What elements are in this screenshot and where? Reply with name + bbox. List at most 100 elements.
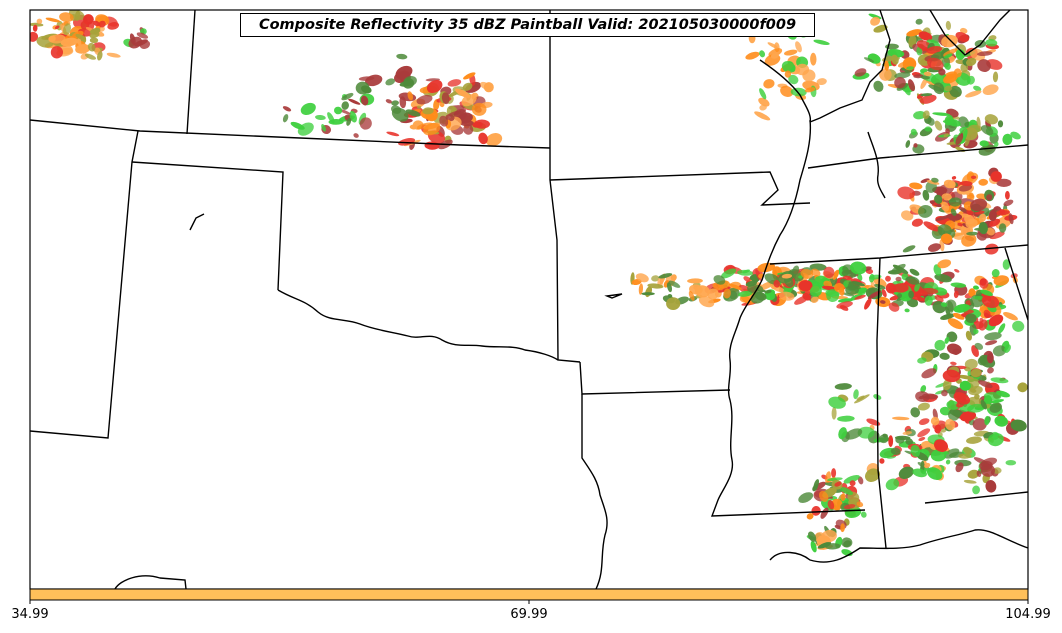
storm-cell	[831, 407, 837, 420]
storm-cell	[651, 275, 660, 282]
storm-cell	[906, 66, 915, 70]
storm-cell	[341, 92, 354, 101]
storm-cell	[864, 298, 872, 310]
storm-cell	[943, 53, 953, 59]
storm-cell	[853, 389, 859, 400]
storm-cell	[1004, 344, 1011, 353]
storm-cell	[767, 42, 779, 49]
storm-cell	[341, 101, 349, 110]
storm-cell	[478, 132, 488, 145]
storm-cell	[87, 42, 96, 52]
storm-cell	[965, 218, 978, 229]
storm-cell	[865, 468, 880, 482]
storm-cell	[399, 80, 414, 87]
storm-cell	[934, 295, 944, 303]
storm-cell	[996, 390, 1010, 398]
storm-cell	[923, 221, 940, 232]
storm-cell	[60, 37, 79, 47]
colorbar-tick-label-max: 104.99	[1005, 607, 1051, 622]
storm-cell	[106, 52, 121, 58]
storm-cell	[954, 268, 960, 273]
storm-cell	[989, 402, 1002, 413]
storm-cell	[987, 367, 994, 374]
storm-cell	[940, 302, 948, 307]
storm-cell	[845, 285, 859, 295]
storm-cell	[857, 273, 863, 281]
storm-cell	[944, 418, 956, 431]
storm-cell	[965, 330, 972, 341]
storm-cell	[944, 62, 951, 70]
storm-cell	[902, 245, 916, 253]
storm-cell	[485, 133, 503, 147]
storm-cell	[934, 439, 948, 452]
storm-cell	[981, 125, 994, 136]
storm-cell	[944, 448, 960, 459]
storm-cell	[959, 380, 971, 391]
storm-cell	[970, 175, 977, 180]
storm-cell	[985, 340, 998, 346]
map-background	[30, 10, 1028, 589]
storm-cell	[832, 269, 840, 280]
storm-cell	[914, 283, 920, 292]
storm-cell	[891, 54, 899, 65]
storm-cell	[62, 23, 72, 36]
storm-cell	[839, 305, 849, 311]
storm-cell	[95, 15, 109, 24]
storm-cell	[879, 458, 885, 464]
lake-michigan	[867, 131, 886, 199]
storm-cell	[934, 194, 943, 204]
arkansas-fragment	[604, 293, 623, 299]
storm-cell	[813, 39, 830, 45]
storm-cell	[737, 269, 754, 276]
storm-cell	[781, 61, 796, 73]
storm-cell	[926, 467, 943, 481]
storm-cell	[938, 68, 946, 76]
storm-cell	[945, 20, 952, 31]
storm-cell	[904, 308, 910, 313]
storm-cell	[952, 348, 961, 355]
storm-cell	[798, 280, 813, 292]
storm-cell	[939, 352, 950, 360]
storm-cell	[985, 39, 998, 47]
storm-cell	[970, 368, 982, 378]
storm-cell	[977, 51, 993, 56]
storm-cell	[810, 52, 817, 66]
storm-cell	[810, 540, 817, 553]
storm-cell	[973, 285, 979, 290]
storm-cell	[346, 117, 352, 126]
storm-cell	[937, 259, 952, 269]
storm-cell	[723, 288, 731, 299]
storm-cell	[919, 94, 937, 104]
storm-cell	[953, 290, 959, 299]
storm-cell	[407, 91, 414, 101]
storm-cell	[360, 95, 369, 106]
storm-cell	[937, 224, 952, 237]
storm-cell	[922, 189, 930, 201]
storm-cell	[927, 243, 942, 252]
storm-cell	[1005, 190, 1010, 200]
storm-cell	[50, 46, 64, 59]
storm-cell	[963, 446, 973, 455]
storm-cell	[857, 476, 864, 485]
storm-cell	[729, 290, 738, 300]
storm-cell	[666, 297, 681, 311]
storm-cell	[917, 402, 930, 411]
storm-cell	[965, 90, 982, 98]
storm-cell	[998, 323, 1006, 334]
storm-cell	[798, 492, 814, 503]
storm-cell	[321, 124, 327, 132]
storm-cell	[405, 109, 421, 117]
storm-cell	[986, 194, 993, 201]
storm-cell	[75, 44, 91, 54]
storm-cell	[328, 118, 344, 125]
storm-cell	[977, 59, 991, 73]
storm-cell	[920, 385, 927, 393]
storm-cell	[895, 276, 902, 282]
storm-cell	[422, 107, 434, 115]
storm-cell	[754, 111, 771, 121]
storm-cell	[930, 416, 940, 426]
storm-cell	[385, 78, 396, 86]
storm-cell	[966, 436, 982, 444]
storm-cell	[758, 97, 770, 107]
storm-cell	[920, 93, 933, 97]
